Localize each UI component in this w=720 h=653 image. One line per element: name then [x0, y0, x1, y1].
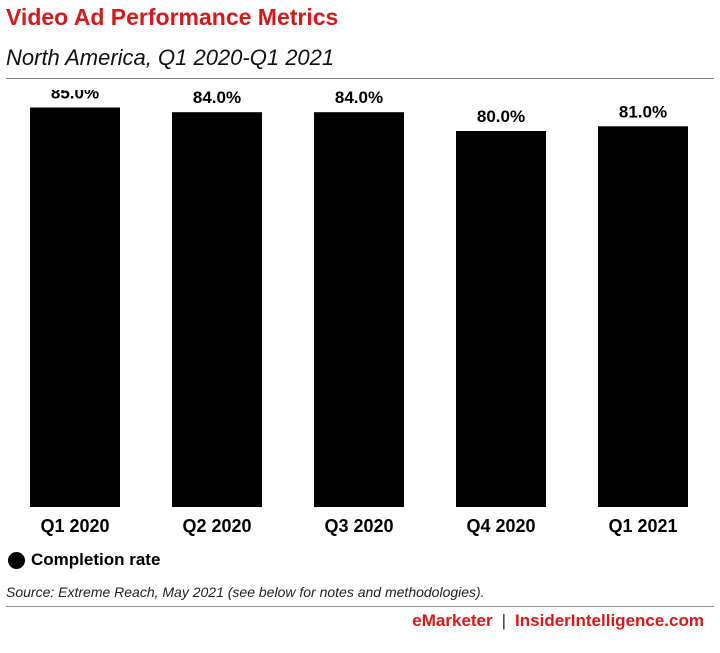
x-tick-label: Q4 2020: [466, 516, 535, 536]
bars-group: [30, 107, 688, 508]
header-divider: [6, 78, 714, 79]
bar-chart: 85.0% 84.0% 84.0% 80.0% 81.0% Q1 2020 Q2 2020…: [30, 90, 688, 536]
data-labels-group: 85.0% 84.0% 84.0% 80.0% 81.0%: [51, 90, 667, 126]
bar-q2-2020: [172, 112, 262, 507]
bar-q3-2020: [314, 112, 404, 507]
footer-divider: [6, 606, 714, 607]
data-label: 80.0%: [477, 107, 525, 126]
chart-title: Video Ad Performance Metrics: [6, 4, 339, 30]
data-label: 84.0%: [193, 90, 241, 107]
chart-subtitle: North America, Q1 2020-Q1 2021: [6, 45, 335, 70]
brand-insider-intelligence: InsiderIntelligence.com: [515, 611, 704, 630]
legend: Completion rate: [8, 548, 160, 572]
bar-q1-2020: [30, 107, 120, 507]
data-label: 81.0%: [619, 102, 667, 121]
data-label: 84.0%: [335, 90, 383, 107]
brand-separator: |: [501, 611, 507, 630]
bar-q1-2021: [598, 126, 688, 508]
legend-label: Completion rate: [31, 550, 161, 569]
x-tick-label: Q2 2020: [182, 516, 251, 536]
data-label: 85.0%: [51, 90, 99, 103]
brand-emarketer: eMarketer: [412, 611, 493, 630]
x-tick-labels-group: Q1 2020 Q2 2020 Q3 2020 Q4 2020 Q1 2021: [40, 516, 677, 536]
x-tick-label: Q1 2021: [608, 516, 677, 536]
bar-q4-2020: [456, 131, 546, 507]
source-note: Source: Extreme Reach, May 2021 (see bel…: [6, 584, 485, 600]
x-tick-label: Q3 2020: [324, 516, 393, 536]
x-tick-label: Q1 2020: [40, 516, 109, 536]
legend-swatch-icon: [8, 551, 25, 569]
footer-branding: eMarketer | InsiderIntelligence.com: [412, 611, 704, 631]
